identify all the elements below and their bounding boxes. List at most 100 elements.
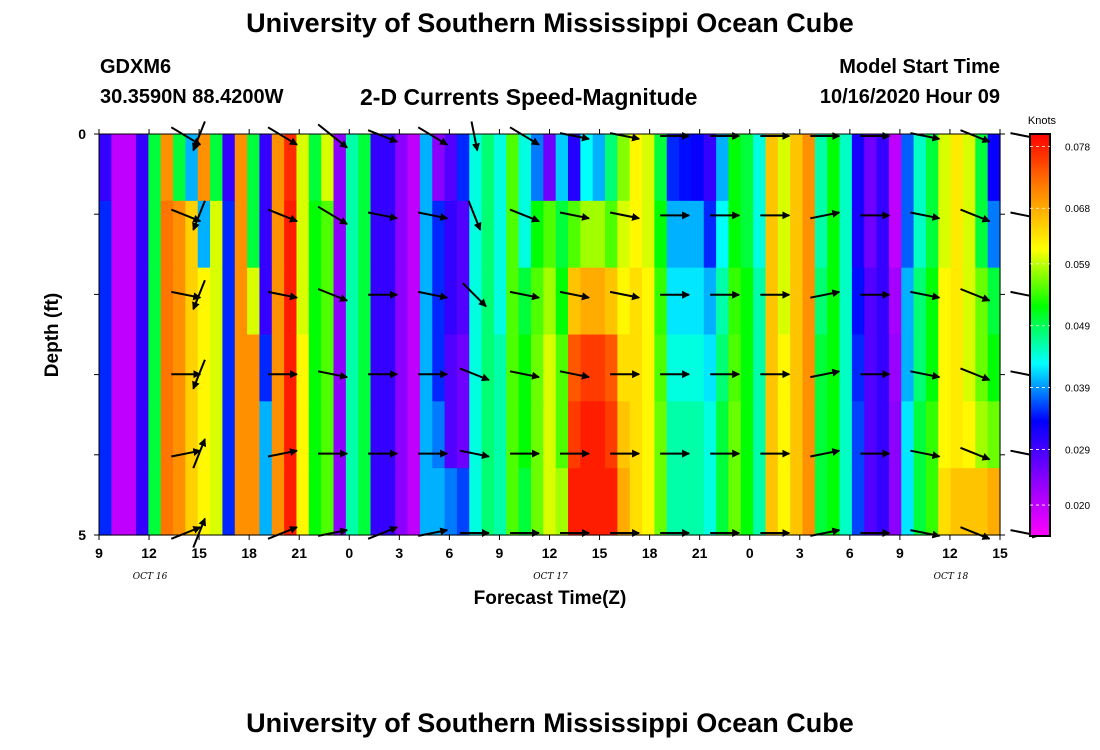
- heatmap-cell: [777, 334, 791, 402]
- heatmap-cell: [247, 134, 261, 202]
- heatmap-cell: [284, 134, 298, 202]
- heatmap-cell: [123, 200, 137, 269]
- page-title-top: University of Southern Mississippi Ocean…: [246, 8, 854, 38]
- heatmap-cell: [345, 401, 359, 469]
- heatmap-cell: [654, 200, 668, 269]
- heatmap-cell: [259, 468, 273, 536]
- heatmap-cell: [481, 267, 495, 336]
- heatmap-cell: [382, 134, 396, 202]
- heatmap-cell: [210, 267, 224, 336]
- heatmap-cell: [123, 401, 137, 469]
- heatmap-cell: [679, 401, 693, 469]
- heatmap-cell: [308, 468, 322, 536]
- heatmap-cell: [691, 468, 705, 536]
- heatmap-cell: [247, 468, 261, 536]
- heatmap-cell: [777, 267, 791, 336]
- heatmap-cell: [222, 134, 236, 202]
- heatmap-cell: [506, 334, 520, 402]
- heatmap-cell: [753, 401, 767, 469]
- x-tick-label: 15: [191, 545, 207, 561]
- heatmap-cell: [864, 134, 878, 202]
- heatmap-cell: [234, 468, 248, 536]
- heatmap-cell: [592, 468, 606, 536]
- heatmap-cell: [888, 334, 902, 402]
- heatmap-cell: [925, 267, 939, 336]
- heatmap-cell: [407, 468, 421, 536]
- heatmap-cell: [629, 334, 643, 402]
- heatmap-cell: [728, 401, 742, 469]
- heatmap-cell: [950, 334, 964, 402]
- heatmap-cell: [913, 200, 927, 269]
- heatmap-cell: [962, 200, 976, 269]
- heatmap-cell: [518, 267, 532, 336]
- heatmap-cell: [99, 334, 112, 402]
- heatmap-cell: [642, 134, 656, 202]
- heatmap-cell: [802, 401, 816, 469]
- heatmap-cell: [975, 134, 989, 202]
- heatmap-cell: [901, 200, 915, 269]
- heatmap-cell: [975, 267, 989, 336]
- colorbar-tick-label: 0.039: [1065, 384, 1090, 395]
- x-tick-label: 0: [345, 545, 353, 561]
- heatmap-cell: [296, 468, 310, 536]
- heatmap-cell: [173, 334, 186, 402]
- x-tick-label: 15: [992, 545, 1008, 561]
- x-tick-label: 3: [395, 545, 403, 561]
- heatmap-cell: [679, 334, 693, 402]
- heatmap-cell: [469, 334, 483, 402]
- heatmap-cell: [876, 334, 890, 402]
- heatmap-cell: [284, 401, 298, 469]
- colorbar-tick-label: 0.068: [1065, 204, 1090, 215]
- heatmap-cell: [777, 468, 791, 536]
- axis-layer: 9 12 15 18 21 0 3 6 9 12 15 18 21 0 3 6 9 12 15 OCT 16 OCT 1…: [78, 126, 1008, 582]
- heatmap-cell: [259, 401, 273, 469]
- heatmap-cell: [839, 334, 853, 402]
- current-vector-arrow: [462, 282, 487, 308]
- heatmap-cell: [592, 200, 606, 269]
- heatmap-cell: [962, 134, 976, 202]
- heatmap-cell: [444, 134, 458, 202]
- heatmap-cell: [703, 468, 717, 536]
- colorbar: Knots 0.078 0.068 0.059 0.049 0.039 0.029 0.02…: [1028, 115, 1090, 537]
- heatmap-cell: [370, 468, 384, 536]
- heatmap-cell: [99, 267, 112, 336]
- heatmap-cell: [938, 267, 952, 336]
- heatmap-cell: [851, 267, 865, 336]
- heatmap-cell: [173, 401, 186, 469]
- x-tick-label: 21: [692, 545, 708, 561]
- heatmap-cell: [580, 334, 594, 402]
- current-vector-arrow: [509, 208, 540, 223]
- heatmap-cell: [506, 267, 520, 336]
- heatmap-cell: [259, 134, 273, 202]
- heatmap-cell: [148, 468, 162, 536]
- heatmap-cell: [654, 267, 668, 336]
- x-tick-label: 15: [592, 545, 608, 561]
- heatmap-cell: [382, 468, 396, 536]
- heatmap-cell: [530, 134, 544, 202]
- heatmap-cell: [814, 334, 828, 402]
- heatmap-cell: [259, 334, 273, 402]
- heatmap-cell: [876, 468, 890, 536]
- heatmap-cell: [765, 134, 779, 202]
- heatmap-cell: [185, 267, 199, 336]
- heatmap-cell: [617, 267, 631, 336]
- heatmap-cell: [481, 134, 495, 202]
- heatmap-cell: [814, 267, 828, 336]
- heatmap-cell: [925, 401, 939, 469]
- current-vector-arrow: [367, 211, 399, 221]
- heatmap-cell: [753, 200, 767, 269]
- x-tick-label: 12: [141, 545, 157, 561]
- colorbar-tick-label: 0.049: [1065, 322, 1090, 333]
- heatmap-cell: [568, 401, 581, 469]
- heatmap-cell: [864, 468, 878, 536]
- heatmap-cell: [580, 200, 594, 269]
- heatmap-cell: [802, 334, 816, 402]
- heatmap-cell: [864, 200, 878, 269]
- heatmap-cell: [308, 267, 322, 336]
- heatmap-cell: [234, 267, 248, 336]
- y-tick-label: 5: [78, 527, 86, 543]
- heatmap-cell: [308, 200, 322, 269]
- heatmap-cell: [901, 468, 915, 536]
- colorbar-tick-label: 0.020: [1065, 501, 1090, 512]
